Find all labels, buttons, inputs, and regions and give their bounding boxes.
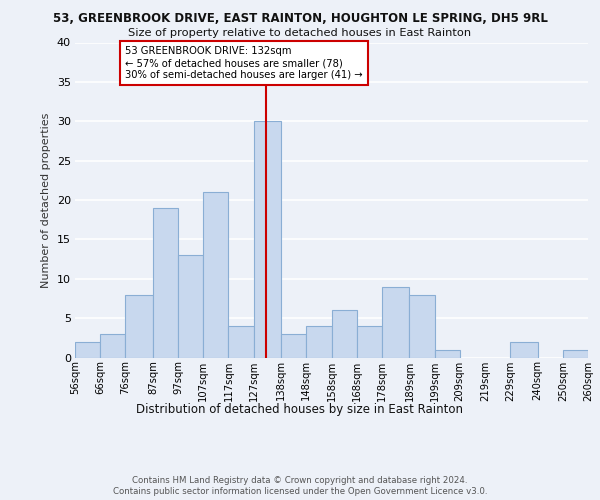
Text: Contains HM Land Registry data © Crown copyright and database right 2024.: Contains HM Land Registry data © Crown c…: [132, 476, 468, 485]
Text: Distribution of detached houses by size in East Rainton: Distribution of detached houses by size …: [137, 402, 464, 415]
Bar: [100, 334, 125, 357]
Bar: [434, 350, 460, 358]
Bar: [281, 334, 307, 357]
Bar: [229, 326, 254, 358]
Bar: [356, 326, 382, 358]
Y-axis label: Number of detached properties: Number of detached properties: [41, 112, 51, 288]
Bar: [307, 326, 331, 358]
Text: Contains public sector information licensed under the Open Government Licence v3: Contains public sector information licen…: [113, 487, 487, 496]
Bar: [125, 294, 153, 358]
Bar: [254, 121, 281, 358]
Bar: [75, 342, 100, 357]
Bar: [382, 286, 409, 358]
Bar: [563, 350, 588, 358]
Bar: [153, 208, 178, 358]
Bar: [409, 294, 434, 358]
Text: 53 GREENBROOK DRIVE: 132sqm
← 57% of detached houses are smaller (78)
30% of sem: 53 GREENBROOK DRIVE: 132sqm ← 57% of det…: [125, 46, 363, 80]
Text: Size of property relative to detached houses in East Rainton: Size of property relative to detached ho…: [128, 28, 472, 38]
Bar: [331, 310, 356, 358]
Bar: [203, 192, 229, 358]
Bar: [510, 342, 538, 357]
Text: 53, GREENBROOK DRIVE, EAST RAINTON, HOUGHTON LE SPRING, DH5 9RL: 53, GREENBROOK DRIVE, EAST RAINTON, HOUG…: [53, 12, 547, 25]
Bar: [178, 255, 203, 358]
